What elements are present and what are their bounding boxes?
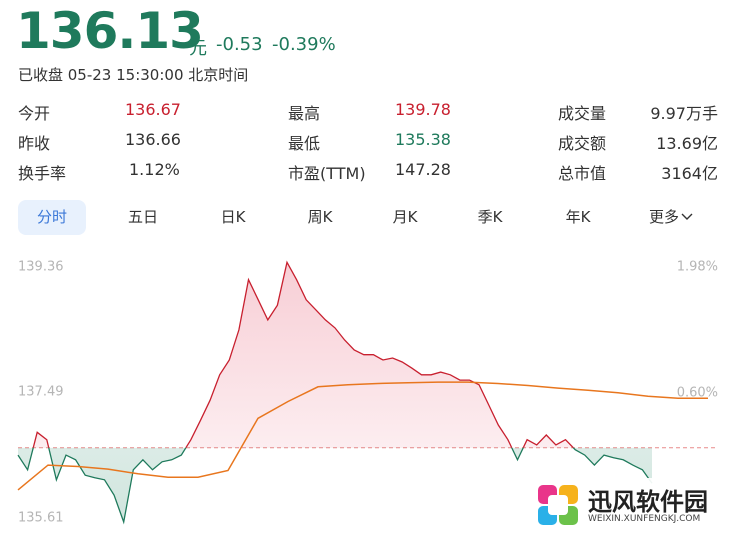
stat-value: 3164亿 [661,164,718,183]
stat-value: 136.66 [125,130,181,149]
tab[interactable]: 更多 [630,200,710,235]
price: 136.13 [16,2,204,60]
stat-label: 总市值 [558,164,607,183]
stat-label: 昨收 [18,134,51,153]
tab[interactable]: 年K [565,208,591,226]
y2-tick-label: 0.60% [677,385,718,400]
watermark-url: WEIXIN.XUNFENGKJ.COM [588,514,701,524]
y-tick-label: 139.36 [18,260,64,275]
stat-label: 最高 [288,104,321,123]
stat-value: 135.38 [395,130,451,149]
stat-value: 136.67 [125,100,181,119]
stat-value: 147.28 [395,160,451,179]
chevron [681,213,693,220]
change-pct: -0.39% [272,34,336,55]
stat-value: 9.97万手 [650,104,718,123]
watermark-icon [538,485,578,525]
stat-value: 139.78 [395,100,451,119]
tab[interactable]: 分时 [18,200,86,235]
tab[interactable]: 月K [392,208,418,226]
stat-label: 市盈(TTM) [288,164,366,183]
stat-value: 13.69亿 [656,134,718,153]
stat-value: 1.12% [129,160,180,179]
stat-label: 最低 [288,134,321,153]
watermark-title: 迅风软件园 [588,488,708,516]
status: 已收盘 05-23 15:30:00 北京时间 [18,66,249,84]
stat-label: 换手率 [18,164,67,183]
y-tick-label: 137.49 [18,385,64,400]
y-tick-label: 135.61 [18,511,64,526]
price-unit: 元 [189,38,207,59]
stat-label: 成交量 [558,104,607,123]
stat-label: 今开 [18,104,51,123]
watermark: 迅风软件园 WEIXIN.XUNFENGKJ.COM [528,478,728,532]
stat-label: 成交额 [558,134,607,153]
tab[interactable]: 日K [220,208,246,226]
average-line [17,381,708,491]
tab[interactable]: 季K [477,208,503,226]
tab-label: 更多 [648,208,679,226]
tab[interactable]: 五日 [127,208,158,226]
y2-tick-label: 1.98% [677,260,718,275]
tab[interactable]: 周K [307,208,333,226]
change: -0.53 [216,34,263,55]
